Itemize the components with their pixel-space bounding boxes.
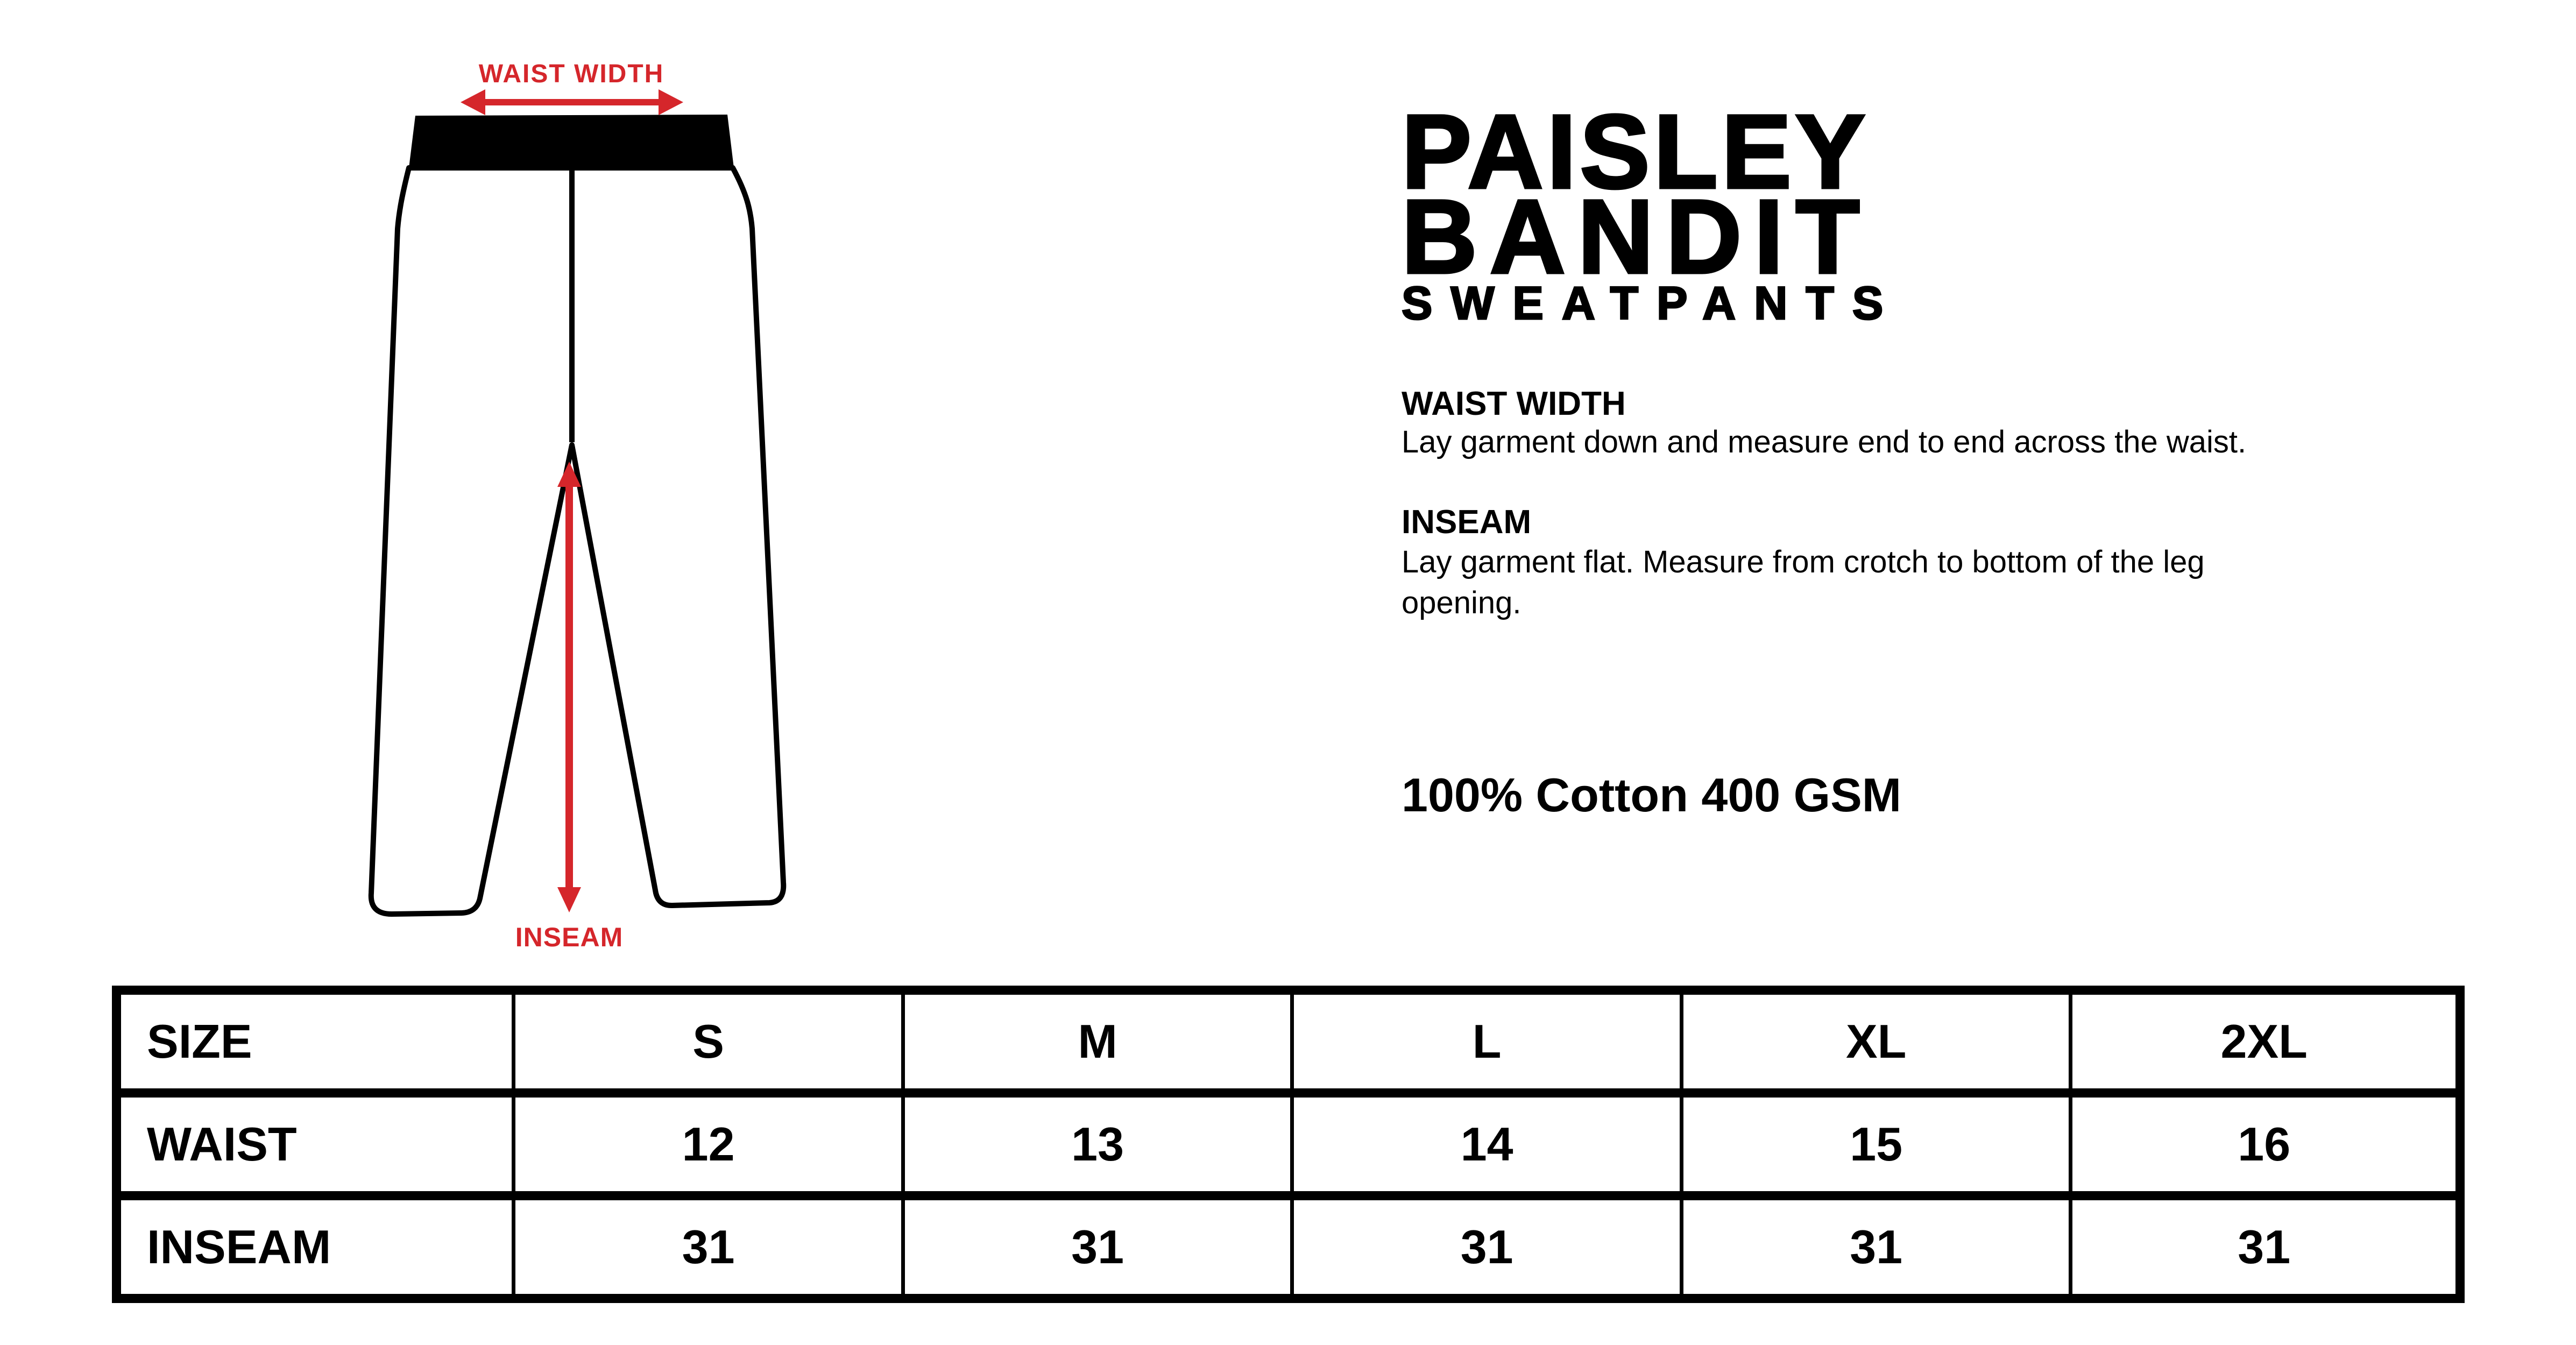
row-label-waist: WAIST bbox=[111, 1088, 516, 1200]
waist-value-2xl: 16 bbox=[2069, 1088, 2465, 1200]
waist-width-arrow bbox=[461, 89, 683, 115]
inseam-arrow bbox=[557, 462, 581, 912]
waist-value-l: 14 bbox=[1290, 1088, 1683, 1200]
col-header-s: S bbox=[512, 986, 905, 1098]
product-title-line-2: BANDIT bbox=[1400, 178, 1872, 295]
inseam-value-l: 31 bbox=[1290, 1191, 1683, 1303]
size-chart-table: SIZE S M L XL 2XL WAIST 12 13 14 15 16 I… bbox=[111, 986, 2465, 1303]
waist-width-label: WAIST WIDTH bbox=[478, 60, 664, 88]
inseam-description-line-2: opening. bbox=[1402, 585, 1521, 620]
col-header-2xl: 2XL bbox=[2069, 986, 2465, 1098]
inseam-value-m: 31 bbox=[901, 1191, 1294, 1303]
product-title-line-3: SWEATPANTS bbox=[1400, 278, 1902, 329]
col-header-xl: XL bbox=[1679, 986, 2073, 1098]
inseam-value-xl: 31 bbox=[1679, 1191, 2073, 1303]
product-title-line-1: PAISLEY bbox=[1400, 93, 1869, 210]
inseam-value-s: 31 bbox=[512, 1191, 905, 1303]
col-header-l: L bbox=[1290, 986, 1683, 1098]
waist-value-xl: 15 bbox=[1679, 1088, 2073, 1200]
waist-width-description-line: Lay garment down and measure end to end … bbox=[1402, 424, 2247, 459]
inseam-section-heading: INSEAM bbox=[1402, 504, 1532, 541]
pants-diagram bbox=[368, 89, 787, 917]
waist-value-s: 12 bbox=[512, 1088, 905, 1200]
inseam-description-line-1: Lay garment flat. Measure from crotch to… bbox=[1402, 544, 2205, 579]
table-row-inseam: INSEAM 31 31 31 31 31 bbox=[111, 1191, 2465, 1303]
table-row-waist: WAIST 12 13 14 15 16 bbox=[111, 1088, 2465, 1200]
col-header-size: SIZE bbox=[111, 986, 516, 1098]
material-note: 100% Cotton 400 GSM bbox=[1402, 768, 1902, 822]
pants-outline bbox=[368, 165, 787, 917]
inseam-value-2xl: 31 bbox=[2069, 1191, 2465, 1303]
inseam-label: INSEAM bbox=[515, 922, 624, 952]
row-label-inseam: INSEAM bbox=[111, 1191, 516, 1303]
col-header-m: M bbox=[901, 986, 1294, 1098]
inseam-section-description: Lay garment flat. Measure from crotch to… bbox=[1402, 542, 2205, 624]
waistband-shape bbox=[409, 115, 734, 168]
waist-width-section-description: Lay garment down and measure end to end … bbox=[1402, 422, 2246, 463]
waist-value-m: 13 bbox=[901, 1088, 1294, 1200]
table-header-row: SIZE S M L XL 2XL bbox=[111, 986, 2465, 1098]
waist-width-section-heading: WAIST WIDTH bbox=[1402, 385, 1626, 422]
